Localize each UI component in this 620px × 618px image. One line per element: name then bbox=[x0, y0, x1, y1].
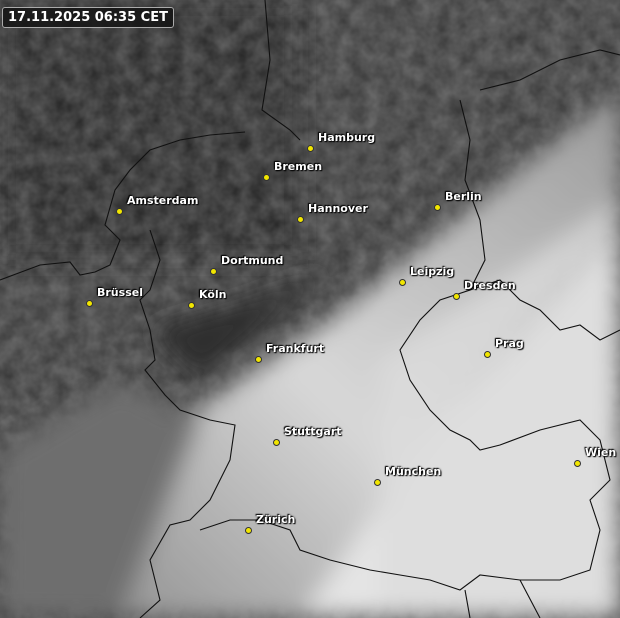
city-label: Prag bbox=[495, 337, 524, 350]
city-label: Leipzig bbox=[410, 265, 455, 278]
city-dot bbox=[374, 479, 381, 486]
city-dot bbox=[434, 204, 441, 211]
city-dot bbox=[307, 145, 314, 152]
city-label: Dortmund bbox=[221, 254, 284, 267]
city-dot bbox=[453, 293, 460, 300]
city-label: Wien bbox=[585, 446, 617, 459]
city-label: Zürich bbox=[256, 513, 296, 526]
city-label: Amsterdam bbox=[127, 194, 199, 207]
city-label: München bbox=[385, 465, 442, 478]
city-dot bbox=[484, 351, 491, 358]
city-dot bbox=[116, 208, 123, 215]
city-label: Dresden bbox=[464, 279, 516, 292]
city-dot bbox=[188, 302, 195, 309]
city-dot bbox=[297, 216, 304, 223]
city-label: Stuttgart bbox=[284, 425, 342, 438]
timestamp-label: 17.11.2025 06:35 CET bbox=[2, 7, 174, 28]
city-dot bbox=[210, 268, 217, 275]
city-dot bbox=[273, 439, 280, 446]
city-label: Hannover bbox=[308, 202, 368, 215]
city-dot bbox=[263, 174, 270, 181]
city-label: Frankfurt bbox=[266, 342, 325, 355]
city-dot bbox=[399, 279, 406, 286]
city-dot bbox=[86, 300, 93, 307]
city-dot bbox=[255, 356, 262, 363]
city-label: Bremen bbox=[274, 160, 323, 173]
city-dot bbox=[245, 527, 252, 534]
city-label: Brüssel bbox=[97, 286, 143, 299]
city-label: Berlin bbox=[445, 190, 482, 203]
city-label: Hamburg bbox=[318, 131, 376, 144]
city-label: Köln bbox=[199, 288, 227, 301]
city-dot bbox=[574, 460, 581, 467]
